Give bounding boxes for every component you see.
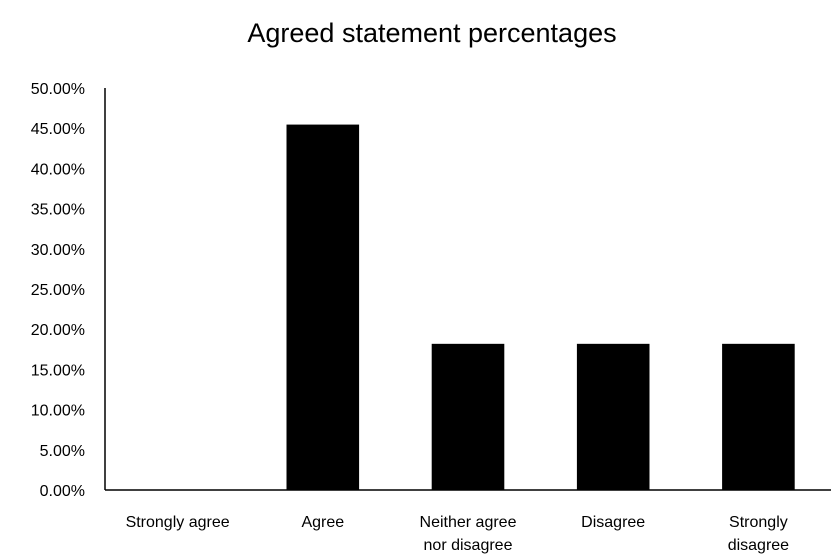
x-category-label: Neither agree nor disagree: [420, 514, 517, 554]
x-category-label-line: Strongly agree: [126, 514, 230, 531]
x-category-label: Disagree: [581, 514, 645, 531]
y-tick-label: 10.00%: [31, 403, 85, 420]
y-tick-label: 20.00%: [31, 322, 85, 339]
x-category-label-line: Neither agree: [420, 514, 517, 531]
y-tick-label: 50.00%: [31, 81, 85, 98]
chart-title: Agreed statement percentages: [247, 18, 616, 48]
y-tick-label: 25.00%: [31, 282, 85, 299]
x-category-label: Agree: [301, 514, 344, 531]
x-category-label-line: Strongly: [729, 514, 788, 531]
x-category-label-line: disagree: [728, 537, 789, 554]
y-tick-label: 45.00%: [31, 121, 85, 138]
bar-agree: [286, 124, 360, 490]
bar-disagree: [576, 343, 650, 490]
x-category-label: Strongly agree: [126, 514, 230, 531]
y-tick-label: 40.00%: [31, 161, 85, 178]
bars: [286, 124, 795, 490]
y-tick-label: 15.00%: [31, 362, 85, 379]
bar-neither-agree-nor-disagree: [431, 343, 505, 490]
y-tick-label: 5.00%: [40, 443, 85, 460]
x-category-label-line: nor disagree: [424, 537, 513, 554]
y-tick-label: 0.00%: [40, 483, 85, 500]
y-tick-label: 30.00%: [31, 242, 85, 259]
x-category-label-line: Disagree: [581, 514, 645, 531]
y-tick-label: 35.00%: [31, 202, 85, 219]
y-axis-tick-labels: 0.00% 5.00% 10.00% 15.00% 20.00% 25.00% 30.00%…: [31, 81, 85, 500]
bar-strongly-disagree: [722, 343, 795, 490]
x-category-label: Strongly disagree: [728, 514, 789, 554]
x-axis-category-labels: Strongly agree Agree Neither agree nor disa…: [126, 514, 790, 554]
x-category-label-line: Agree: [301, 514, 344, 531]
